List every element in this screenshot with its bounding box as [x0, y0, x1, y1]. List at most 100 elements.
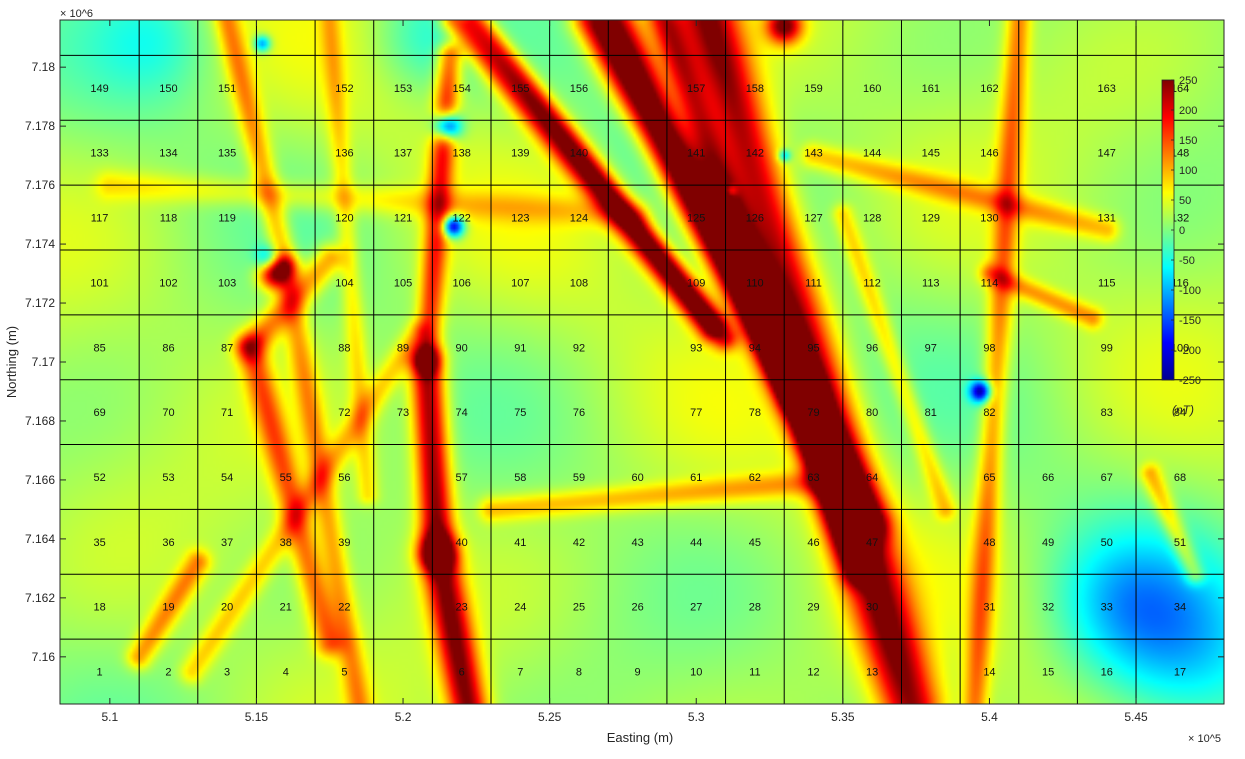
x-tick-label: 5.1 [102, 710, 119, 724]
tile-number-label: 112 [863, 277, 881, 289]
tile-number-label: 9 [635, 667, 641, 679]
tile-number-label: 116 [1171, 277, 1189, 289]
tile-number-label: 122 [453, 213, 471, 225]
tile-number-label: 35 [93, 537, 105, 549]
tile-number-label: 117 [91, 213, 109, 225]
tile-number-label: 4 [283, 667, 289, 679]
tile-number-label: 82 [983, 407, 995, 419]
tile-number-label: 1 [97, 667, 103, 679]
tile-number-label: 44 [690, 537, 702, 549]
colorbar-tick-label: 50 [1179, 195, 1191, 207]
tile-number-label: 158 [746, 83, 764, 95]
tile-number-label: 143 [804, 148, 822, 160]
y-axis-exponent: × 10^6 [60, 8, 93, 20]
tile-number-label: 151 [218, 83, 236, 95]
tile-number-label: 110 [746, 277, 764, 289]
tile-number-label: 68 [1174, 472, 1186, 484]
tile-number-label: 90 [456, 342, 468, 354]
tile-number-label: 50 [1101, 537, 1113, 549]
tile-number-label: 95 [807, 342, 819, 354]
y-tick-label: 7.178 [25, 119, 55, 133]
tile-number-label: 128 [863, 213, 881, 225]
y-tick-label: 7.176 [25, 178, 55, 192]
tile-number-label: 39 [338, 537, 350, 549]
tile-number-label: 76 [573, 407, 585, 419]
tile-number-label: 132 [1171, 213, 1189, 225]
tile-number-label: 109 [687, 277, 705, 289]
tile-number-label: 62 [749, 472, 761, 484]
tile-number-label: 33 [1101, 602, 1113, 614]
tile-number-label: 104 [335, 277, 353, 289]
tile-number-label: 139 [511, 148, 529, 160]
tile-number-label: 145 [922, 148, 940, 160]
tile-number-label: 131 [1098, 213, 1116, 225]
tile-number-label: 97 [925, 342, 937, 354]
tile-number-label: 17 [1174, 667, 1186, 679]
x-axis-exponent: × 10^5 [1188, 733, 1221, 745]
tile-number-label: 100 [1171, 342, 1189, 354]
tile-number-label: 113 [922, 277, 940, 289]
tile-number-label: 119 [218, 213, 236, 225]
x-axis-ticks: 5.1 5.15 5.2 5.25 5.3 5.35 5.4 5.45 [102, 20, 1148, 724]
tile-number-label: 120 [335, 213, 353, 225]
tile-number-label: 18 [93, 602, 105, 614]
tile-number-label: 156 [570, 83, 588, 95]
tile-number-label: 25 [573, 602, 585, 614]
tile-number-label: 65 [983, 472, 995, 484]
tile-number-label: 141 [687, 148, 705, 160]
tile-number-label: 157 [687, 83, 705, 95]
colorbar-tick-label: -50 [1179, 255, 1195, 267]
tile-number-label: 138 [453, 148, 471, 160]
y-tick-label: 7.16 [32, 650, 56, 664]
tile-number-label: 80 [866, 407, 878, 419]
tile-number-label: 21 [280, 602, 292, 614]
tile-number-label: 107 [511, 277, 529, 289]
tile-number-label: 92 [573, 342, 585, 354]
tile-number-label: 75 [514, 407, 526, 419]
tile-number-label: 13 [866, 667, 878, 679]
y-tick-label: 7.166 [25, 473, 55, 487]
tile-number-label: 28 [749, 602, 761, 614]
tile-number-label: 89 [397, 342, 409, 354]
tile-number-label: 160 [863, 83, 881, 95]
colorbar-ticks: 250 200 150 100 50 0 -50 -100 -150 -200 -250 [1171, 75, 1201, 387]
tile-number-label: 37 [221, 537, 233, 549]
tile-number-label: 154 [453, 83, 471, 95]
tile-number-label: 79 [807, 407, 819, 419]
y-tick-label: 7.168 [25, 414, 55, 428]
tile-number-label: 8 [576, 667, 582, 679]
tile-number-label: 106 [453, 277, 471, 289]
y-tick-label: 7.162 [25, 591, 55, 605]
tile-number-label: 121 [394, 213, 412, 225]
tile-number-label: 126 [746, 213, 764, 225]
tile-grid-lines [60, 20, 1224, 704]
tile-number-label: 66 [1042, 472, 1054, 484]
tile-number-label: 36 [162, 537, 174, 549]
tile-number-label: 85 [93, 342, 105, 354]
tile-number-label: 148 [1171, 148, 1189, 160]
colorbar-tick-label: 200 [1179, 105, 1197, 117]
tile-number-label: 46 [807, 537, 819, 549]
tile-number-label: 163 [1098, 83, 1116, 95]
tile-number-label: 153 [394, 83, 412, 95]
tile-number-label: 31 [983, 602, 995, 614]
tile-number-label: 70 [162, 407, 174, 419]
tile-number-label: 24 [514, 602, 526, 614]
tile-number-label: 99 [1101, 342, 1113, 354]
tile-number-label: 101 [90, 277, 108, 289]
tile-number-label: 134 [159, 148, 177, 160]
tile-number-label: 72 [338, 407, 350, 419]
tile-number-label: 123 [511, 213, 529, 225]
tile-number-label: 59 [573, 472, 585, 484]
tile-number-label: 52 [93, 472, 105, 484]
tile-number-label: 152 [335, 83, 353, 95]
colorbar-tick-label: 150 [1179, 135, 1197, 147]
tile-number-label: 133 [90, 148, 108, 160]
tile-number-label: 161 [922, 83, 940, 95]
tile-number-label: 7 [517, 667, 523, 679]
tile-number-label: 142 [746, 148, 764, 160]
tile-number-label: 41 [514, 537, 526, 549]
x-tick-label: 5.45 [1124, 710, 1148, 724]
